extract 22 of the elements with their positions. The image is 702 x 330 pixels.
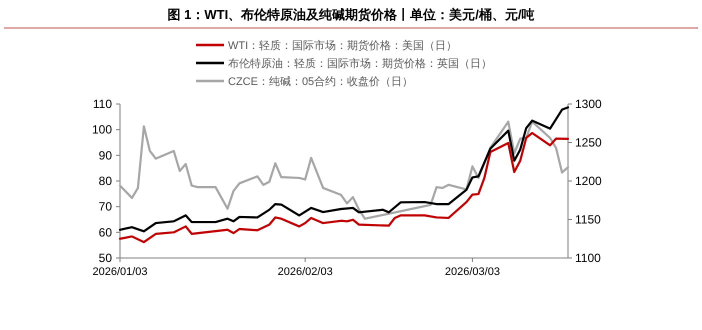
y-tick-label: 60 bbox=[98, 225, 112, 240]
y-tick-label: 70 bbox=[98, 200, 112, 214]
chart-title: 图 1：WTI、布伦特原油及纯碱期货价格丨单位：美元/桶、元/吨 bbox=[168, 7, 534, 22]
x-tick-label: 2026/01/03 bbox=[92, 266, 148, 278]
y-tick-label: 50 bbox=[98, 251, 112, 265]
x-tick-label: 2026/03/03 bbox=[444, 266, 500, 278]
line-series bbox=[118, 120, 570, 220]
y2-tick-label: 1200 bbox=[575, 174, 602, 188]
y-tick-label: 90 bbox=[98, 148, 112, 162]
legend-label: CZCE：纯碱：05合约：收盘价（日） bbox=[228, 75, 414, 88]
y-tick-label: 100 bbox=[92, 122, 112, 137]
y-tick-label: 80 bbox=[98, 174, 112, 188]
legend-label: 布伦特原油：轻质：国际市场：期货价格：英国（日） bbox=[228, 57, 492, 70]
y2-tick-label: 1100 bbox=[575, 251, 602, 265]
line-series bbox=[118, 132, 570, 244]
y2-tick-label: 1150 bbox=[575, 212, 602, 226]
legend-label: WTI：轻质：国际市场：期货价格：美国（日） bbox=[228, 39, 458, 52]
line-series bbox=[118, 106, 570, 232]
x-tick-label: 2026/02/03 bbox=[278, 266, 333, 278]
y-tick-label: 110 bbox=[92, 97, 112, 111]
y2-tick-label: 1300 bbox=[575, 97, 602, 111]
y2-tick-label: 1250 bbox=[575, 136, 602, 150]
